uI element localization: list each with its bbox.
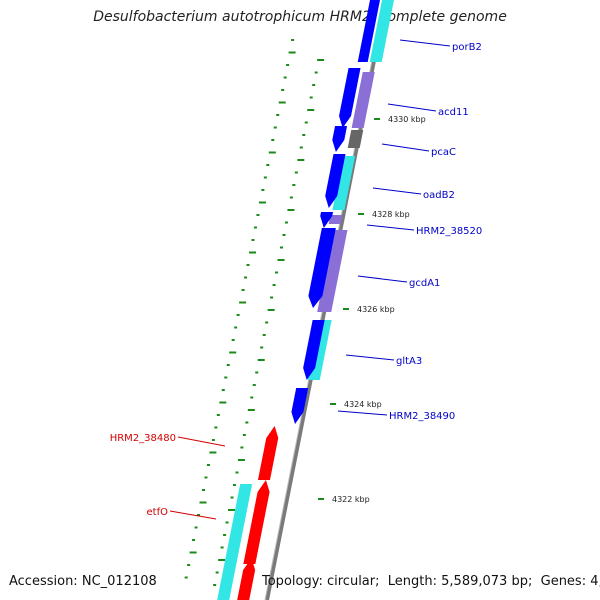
- gene-labels: porB2 acd11 pcaC oadB2 HRM2_38520 gcdA1 gltA3 H…: [110, 39, 482, 520]
- gene-label: etfO: [147, 507, 169, 518]
- gene-label: porB2: [452, 42, 482, 53]
- cds-feature: [339, 68, 361, 128]
- cog-block: [328, 215, 343, 224]
- genes-value: 4,936: [590, 574, 600, 589]
- cog-block: [332, 156, 356, 210]
- cds-feature: [357, 0, 380, 62]
- gene-label-leader: [372, 187, 422, 195]
- cog-block: [317, 230, 348, 312]
- genome-stats: Topology: circular; Length: 5,589,073 bp…: [262, 574, 600, 589]
- cds-feature: [243, 480, 270, 564]
- gc-content-track: [184, 39, 325, 586]
- cds-feature: [257, 426, 279, 480]
- gene-label: acd11: [438, 107, 469, 118]
- cds-feature: [332, 126, 348, 152]
- scale-tick-label: 4324 kbp: [344, 400, 382, 409]
- cog-block: [351, 72, 375, 128]
- gene-label-leader: [399, 39, 451, 47]
- cog-block: [217, 484, 253, 600]
- gene-label: gcdA1: [409, 278, 440, 289]
- cds-feature: [325, 154, 346, 208]
- genes-label: Genes:: [540, 574, 587, 589]
- gene-label-leader: [387, 103, 437, 112]
- cds-feature: [303, 320, 325, 380]
- topology-label: Topology:: [262, 574, 323, 589]
- accession-label: Accession:: [9, 574, 78, 589]
- accession-info: Accession: NC_012108: [9, 574, 157, 589]
- gene-label: gltA3: [396, 356, 422, 367]
- scale-tick-label: 4322 kbp: [332, 495, 370, 504]
- gene-label-leader: [169, 510, 217, 520]
- cds-track: [237, 0, 380, 600]
- gene-label: HRM2_38480: [110, 433, 176, 444]
- cds-feature: [320, 212, 334, 228]
- cds-feature: [237, 558, 256, 600]
- gene-label: oadB2: [423, 190, 455, 201]
- gene-label-leader: [366, 224, 415, 231]
- cog-track: [217, 0, 394, 600]
- cog-block: [347, 130, 364, 148]
- gene-label-leader: [337, 410, 388, 416]
- cog-block: [369, 0, 394, 62]
- gene-label: HRM2_38520: [416, 226, 482, 237]
- accession-value: NC_012108: [81, 574, 157, 589]
- scale-ticks: 4330 kbp 4328 kbp 4326 kbp 4324 kbp 4322 kbp: [318, 115, 426, 504]
- cds-feature: [308, 228, 336, 308]
- topology-value: circular: [326, 574, 376, 589]
- genome-title: Desulfobacterium autotrophicum HRM2, com…: [93, 9, 507, 25]
- gene-label: HRM2_38490: [389, 411, 455, 422]
- gene-label: pcaC: [431, 147, 456, 158]
- cds-feature: [291, 388, 309, 424]
- scale-tick-label: 4330 kbp: [388, 115, 426, 124]
- length-value: 5,589,073 bp: [441, 574, 528, 589]
- scale-tick-label: 4326 kbp: [357, 305, 395, 314]
- gene-label-leader: [381, 143, 430, 152]
- gene-label-leader: [357, 275, 408, 283]
- scale-tick-label: 4328 kbp: [372, 210, 410, 219]
- gene-label-leader: [345, 354, 395, 361]
- length-label: Length:: [387, 574, 438, 589]
- gene-label-leader: [177, 436, 226, 447]
